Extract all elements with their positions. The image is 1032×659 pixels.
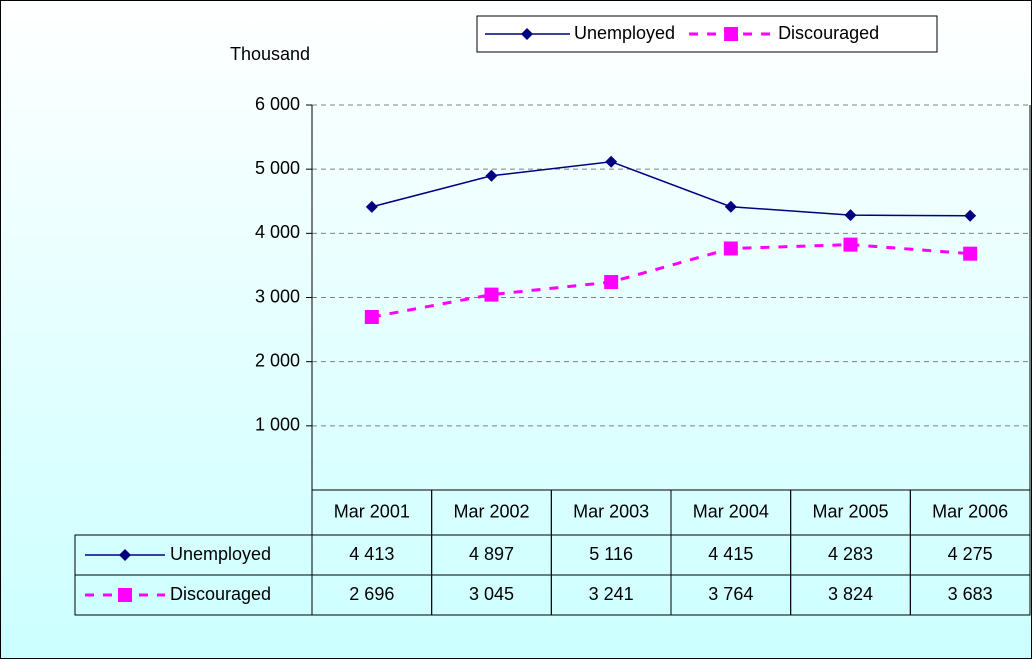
table-value: 4 413 [349, 544, 394, 564]
x-tick-label: Mar 2005 [812, 501, 888, 521]
y-tick-label: 6 000 [255, 94, 300, 114]
point [964, 209, 977, 222]
table-row-label: Discouraged [170, 584, 271, 604]
table-value: 3 241 [589, 584, 634, 604]
table-value: 4 283 [828, 544, 873, 564]
table-row-label: Unemployed [170, 544, 271, 564]
legend-marker [724, 27, 739, 41]
table-value: 2 696 [349, 584, 394, 604]
y-tick-label: 2 000 [255, 350, 300, 370]
x-tick-label: Mar 2002 [453, 501, 529, 521]
point [605, 155, 618, 168]
table-value: 3 045 [469, 584, 514, 604]
x-tick-label: Mar 2004 [693, 501, 769, 521]
table-value: 3 764 [708, 584, 753, 604]
table-value: 4 275 [948, 544, 993, 564]
point [963, 246, 978, 261]
y-tick-label: 4 000 [255, 222, 300, 242]
legend-marker [521, 28, 533, 40]
table-value: 3 824 [828, 584, 873, 604]
point [844, 209, 857, 222]
point [484, 287, 499, 302]
point [365, 200, 378, 213]
point [485, 169, 498, 182]
y-tick-label: 3 000 [255, 286, 300, 306]
x-tick-label: Mar 2003 [573, 501, 649, 521]
table-legend-marker [118, 588, 132, 602]
point [724, 200, 737, 213]
table-cell [909, 574, 1031, 616]
table-value: 5 116 [589, 544, 633, 564]
y-tick-label: 1 000 [255, 415, 300, 435]
table-value: 3 683 [948, 584, 993, 604]
series-line [371, 160, 971, 217]
x-tick-label: Mar 2006 [932, 501, 1008, 521]
legend-label: Unemployed [574, 23, 675, 43]
y-axis-label: Thousand [230, 44, 310, 64]
y-tick-label: 5 000 [255, 158, 300, 178]
legend-label: Discouraged [778, 23, 879, 43]
point [843, 237, 858, 252]
table-value: 4 415 [708, 544, 753, 564]
table-value: 4 897 [469, 544, 514, 564]
point [723, 241, 738, 256]
point [364, 310, 379, 325]
x-tick-label: Mar 2001 [334, 501, 410, 521]
point [604, 275, 619, 290]
table-legend-marker [119, 549, 131, 561]
series-line [371, 243, 971, 319]
